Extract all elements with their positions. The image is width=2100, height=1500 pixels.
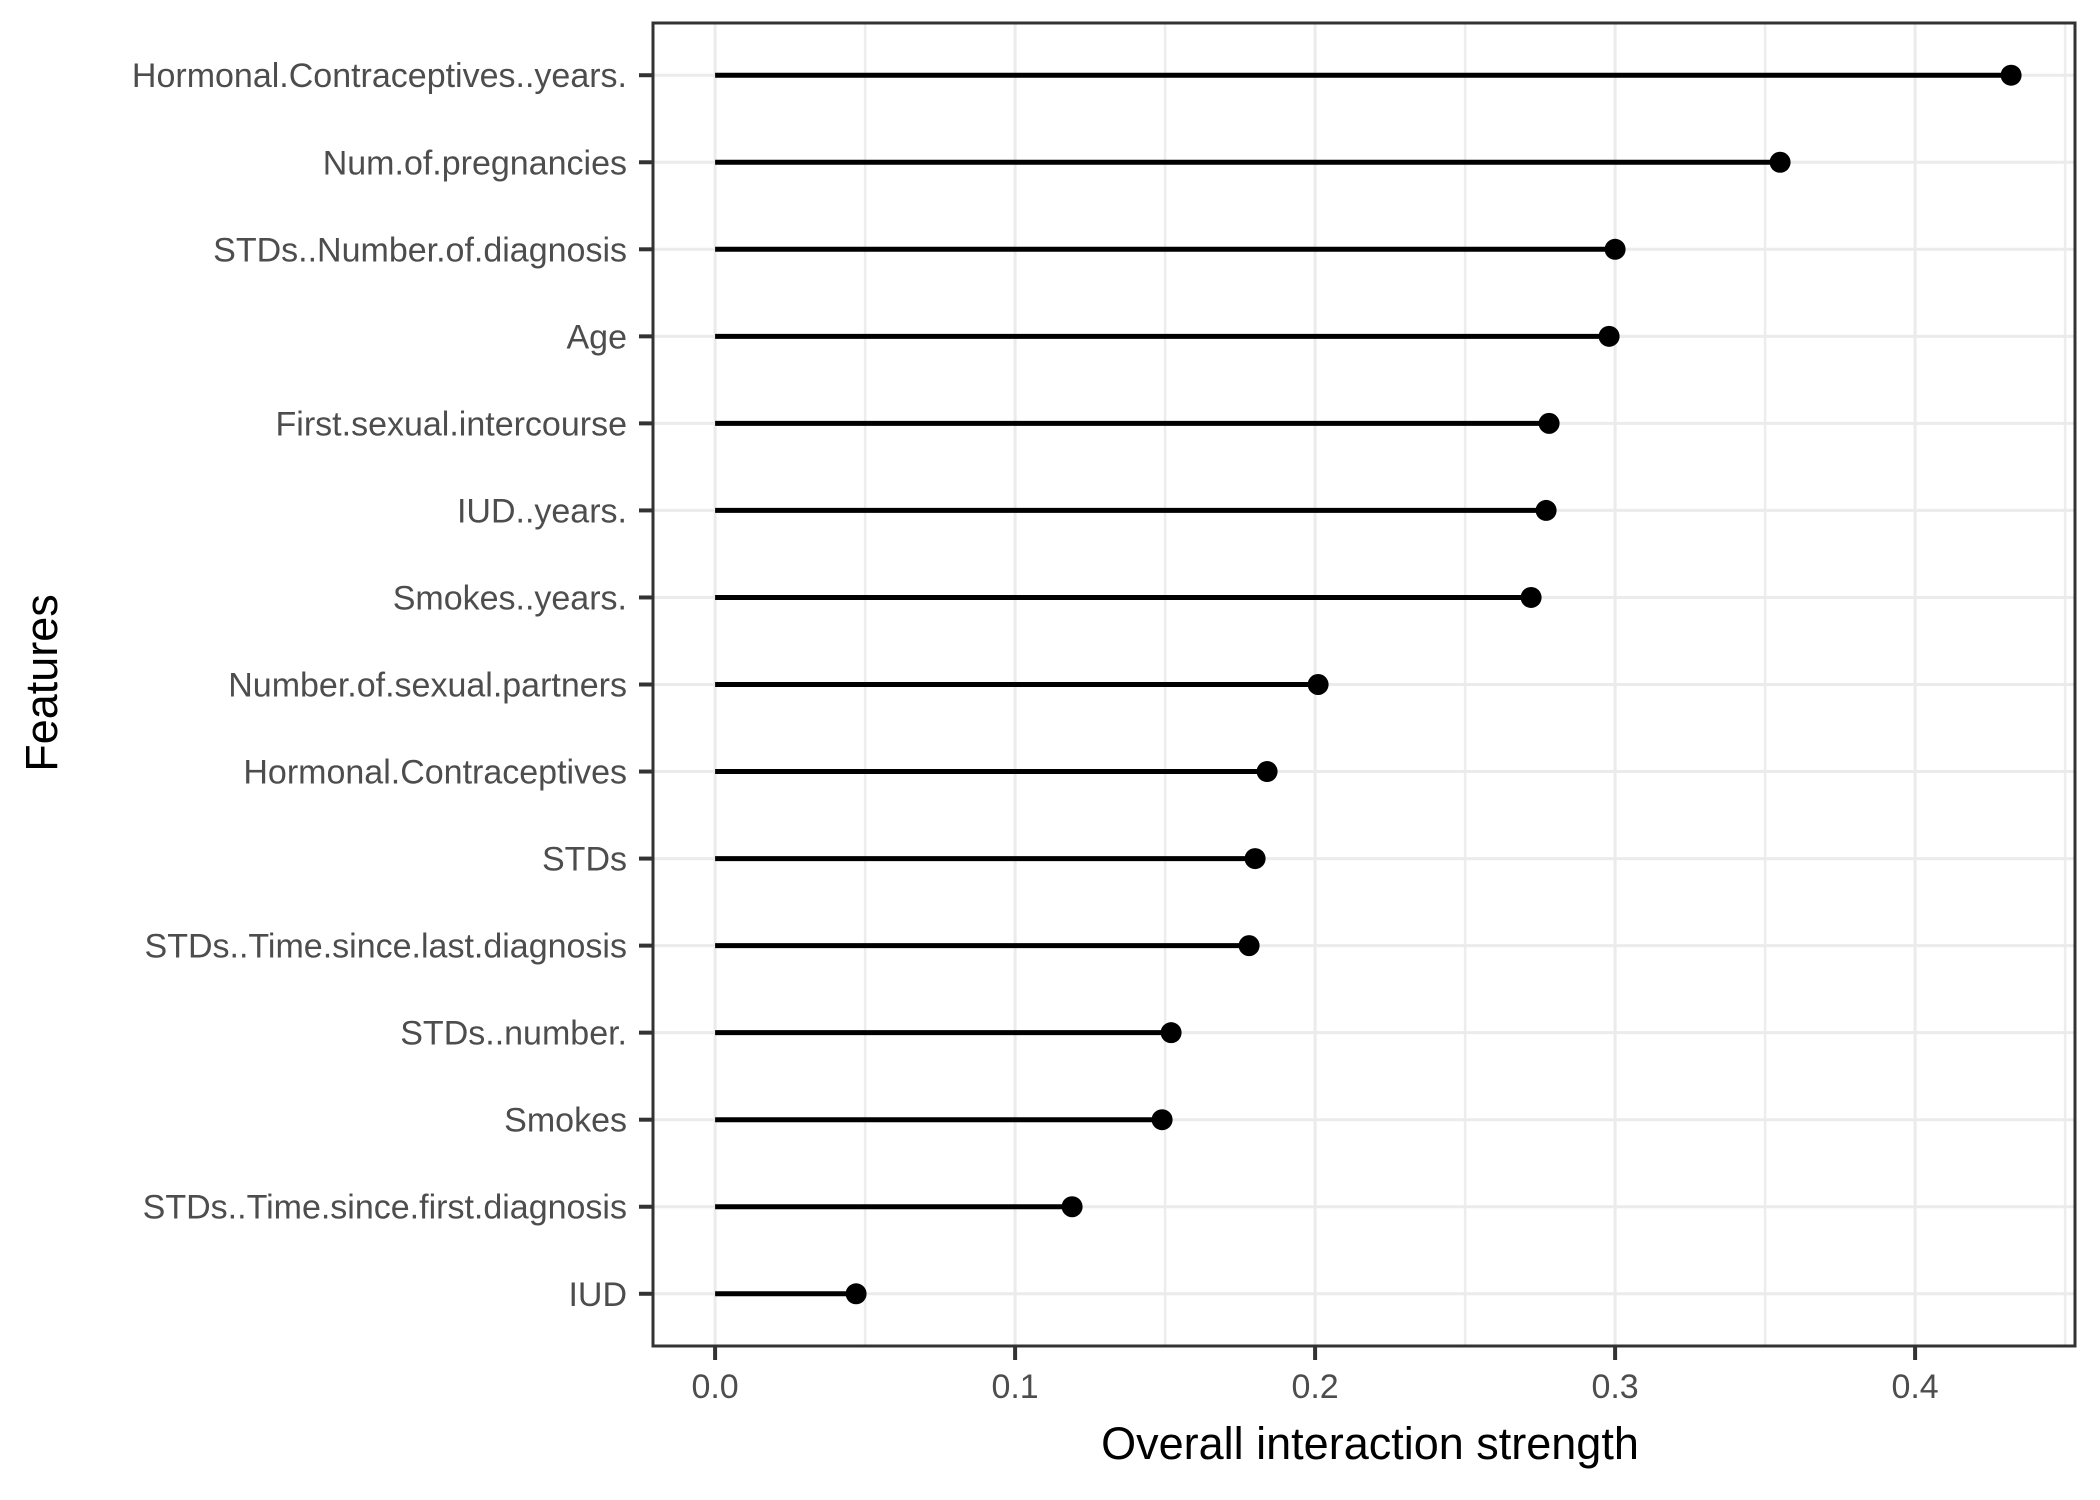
y-tick-label: STDs..Number.of.diagnosis [213,231,627,269]
lollipop-point [1535,499,1557,521]
x-tick-label: 0.2 [1291,1368,1338,1406]
lollipop-point [1151,1109,1173,1131]
lollipop-rows [715,64,2022,1305]
lollipop-point [1520,586,1542,608]
lollipop-point [1307,674,1329,695]
y-tick-label: First.sexual.intercourse [276,405,627,443]
lollipop-point [845,1283,867,1305]
y-tick-label: STDs [542,841,627,879]
lollipop-point [1238,935,1260,957]
lollipop-row [715,499,1557,521]
lollipop-point [1061,1196,1083,1218]
lollipop-point [1538,412,1560,434]
x-tick-label: 0.1 [991,1368,1038,1406]
lollipop-row [715,151,1791,173]
y-tick-label: Number.of.sexual.partners [228,667,627,705]
lollipop-row [715,761,1278,783]
y-tick-label: IUD [568,1276,627,1314]
x-tick-label: 0.0 [691,1368,738,1406]
lollipop-row [715,848,1266,870]
y-tick-label: Smokes [504,1102,627,1140]
lollipop-row [715,935,1260,957]
x-tick-label: 0.3 [1591,1368,1638,1406]
lollipop-point [1598,325,1620,347]
y-axis-title: Features [16,594,67,772]
axis-ticks-and-labels: 0.0 0.1 0.2 0.3 0.4 Hormonal.Contraceptives..… [132,57,1939,1406]
lollipop-row [715,1109,1173,1131]
y-tick-label: STDs..Time.since.first.diagnosis [143,1189,627,1227]
lollipop-row [715,412,1560,434]
y-tick-label: Hormonal.Contraceptives..years. [132,57,627,95]
lollipop-row [715,1283,867,1305]
y-tick-label: Hormonal.Contraceptives [243,754,627,792]
y-tick-label: Smokes..years. [393,579,627,617]
lollipop-row [715,325,1620,347]
lollipop-row [715,586,1542,608]
lollipop-row [715,674,1329,695]
y-tick-label: STDs..Time.since.last.diagnosis [145,928,627,966]
lollipop-point [1244,848,1266,870]
lollipop-point [1160,1022,1182,1044]
lollipop-point [1256,761,1278,783]
lollipop-point [1769,151,1791,173]
y-tick-label: STDs..number. [400,1015,627,1053]
lollipop-row [715,1196,1083,1218]
lollipop-point [1604,238,1626,260]
lollipop-row [715,64,2022,86]
x-axis-title: Overall interaction strength [1101,1418,1639,1469]
lollipop-point [2000,64,2022,86]
lollipop-row [715,238,1626,260]
y-tick-label: IUD..years. [457,492,627,530]
y-tick-label: Age [567,318,628,356]
y-tick-label: Num.of.pregnancies [323,144,627,182]
x-tick-label: 0.4 [1891,1368,1938,1406]
lollipop-row [715,1022,1182,1044]
